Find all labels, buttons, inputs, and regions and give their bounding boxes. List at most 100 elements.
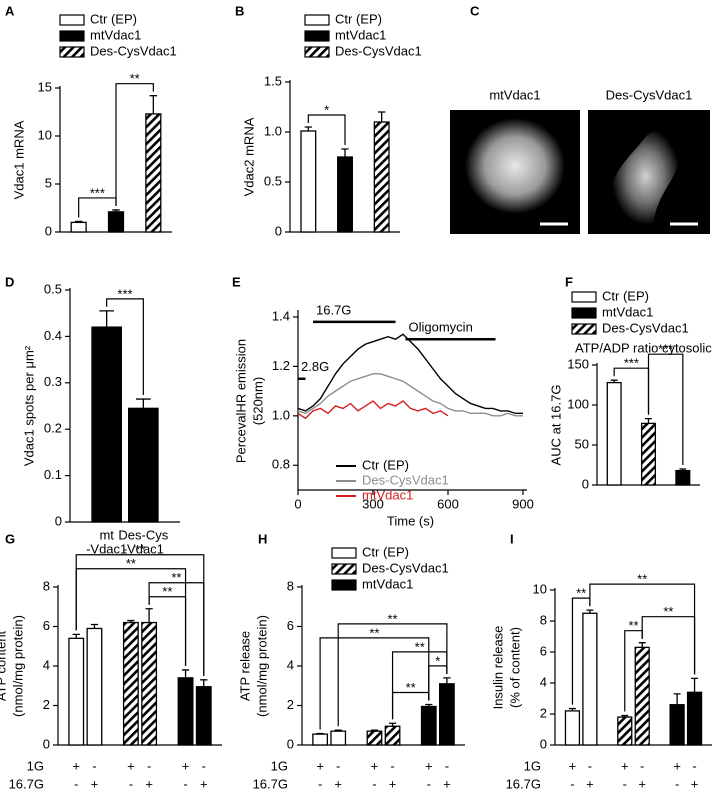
bar — [669, 704, 685, 746]
error-bar — [568, 707, 576, 711]
legend-label: Des-CysVdac1 — [602, 320, 689, 335]
error-bar — [586, 609, 594, 614]
bar — [122, 621, 139, 746]
significance-bracket — [307, 114, 346, 145]
bar — [373, 121, 390, 233]
y-tick-label: 1.0 — [272, 407, 290, 422]
y-tick-label: 6 — [540, 643, 547, 658]
y-tick-label: 0.8 — [272, 457, 290, 472]
y-tick-label: 100 — [567, 396, 589, 411]
row-label: 1G — [524, 758, 541, 773]
error-bar — [99, 310, 114, 328]
legend-swatch — [331, 579, 357, 591]
row-label: 16.7G — [506, 776, 541, 791]
x-tick-label: 300 — [362, 496, 384, 511]
row-mark: - — [147, 758, 151, 773]
y-axis-label: (520nm) — [250, 377, 265, 425]
row-mark: - — [570, 776, 574, 791]
panel-letter: D — [5, 274, 14, 289]
y-axis-label: Vdac1 spots per μm² — [21, 345, 36, 466]
significance-label: ** — [663, 604, 673, 619]
row-mark: + — [425, 758, 433, 773]
bar — [337, 156, 353, 233]
error-bar — [112, 209, 120, 212]
significance-label: *** — [90, 185, 105, 200]
row-mark: + — [569, 758, 577, 773]
error-bar — [127, 619, 135, 623]
legend-label: Des-CysVdac1 — [362, 560, 449, 575]
legend-label: mtVdac1 — [362, 576, 413, 591]
significance-label: ** — [135, 542, 145, 557]
row-mark: + — [145, 776, 153, 791]
y-axis-label: Vdac1 mRNA — [11, 120, 26, 199]
significance-bracket — [337, 623, 448, 727]
y-tick-label: 15 — [38, 79, 52, 94]
error-bar — [638, 642, 646, 648]
row-mark: + — [621, 758, 629, 773]
bar — [640, 422, 657, 486]
significance-label: ** — [126, 556, 136, 571]
y-axis-label: PercevalHR emission — [233, 339, 248, 463]
y-tick-label: 6 — [43, 618, 50, 633]
bar — [675, 469, 691, 486]
error-bar — [425, 703, 433, 707]
legend-swatch — [571, 323, 597, 335]
row-mark: + — [127, 758, 135, 773]
row-mark: - — [445, 758, 449, 773]
significance-bracket — [106, 298, 144, 396]
data-line — [297, 400, 449, 420]
error-bar — [181, 669, 190, 678]
bar — [145, 113, 162, 233]
legend-swatch — [304, 46, 330, 58]
y-tick-label: 0 — [582, 476, 589, 491]
y-tick-label: 0 — [275, 223, 282, 238]
y-tick-label: 8 — [540, 612, 547, 627]
bar — [141, 621, 158, 746]
y-tick-label: 0 — [43, 736, 50, 751]
row-mark: - — [692, 758, 696, 773]
error-bar — [334, 729, 342, 732]
bar — [312, 733, 329, 746]
row-mark: + — [200, 776, 208, 791]
panel-letter: G — [5, 531, 15, 546]
bar — [606, 381, 622, 486]
bar — [384, 725, 401, 746]
error-bar — [74, 220, 83, 223]
y-tick-label: 0.2 — [44, 421, 62, 436]
row-mark: + — [673, 758, 681, 773]
error-bar — [370, 729, 379, 732]
y-tick-label: 10 — [38, 127, 52, 142]
y-axis-label: Insulin release — [490, 626, 505, 710]
row-mark: + — [334, 776, 342, 791]
legend-label: Ctr (EP) — [602, 288, 649, 303]
legend-swatch — [59, 14, 85, 26]
significance-bracket — [647, 353, 684, 465]
legend-label: mtVdac1 — [90, 27, 141, 42]
significance-bracket — [75, 554, 205, 676]
error-bar — [136, 398, 151, 409]
error-bar — [149, 95, 158, 114]
y-tick-label: 4 — [43, 657, 50, 672]
significance-bracket — [115, 83, 154, 206]
error-bar — [378, 111, 386, 122]
significance-label: ** — [369, 625, 379, 640]
significance-label: *** — [658, 342, 673, 357]
row-mark: + — [691, 776, 699, 791]
row-mark: - — [390, 758, 394, 773]
significance-label: ** — [162, 584, 172, 599]
row-mark: + — [371, 758, 379, 773]
y-tick-label: 0 — [287, 736, 294, 751]
x-tick-label: Des-Cys — [118, 527, 168, 542]
legend-label: Des-CysVdac1 — [362, 472, 449, 487]
x-tick-label: 900 — [512, 496, 534, 511]
error-bar — [304, 126, 312, 131]
legend-swatch — [331, 563, 357, 575]
bar — [70, 221, 87, 233]
row-mark: - — [588, 758, 592, 773]
x-tick-label: -Vdac1 — [86, 541, 127, 556]
y-tick-label: 4 — [540, 674, 547, 689]
error-bar — [673, 693, 681, 705]
row-mark: - — [372, 776, 376, 791]
y-axis-label: (nmol/mg protein) — [254, 615, 269, 717]
